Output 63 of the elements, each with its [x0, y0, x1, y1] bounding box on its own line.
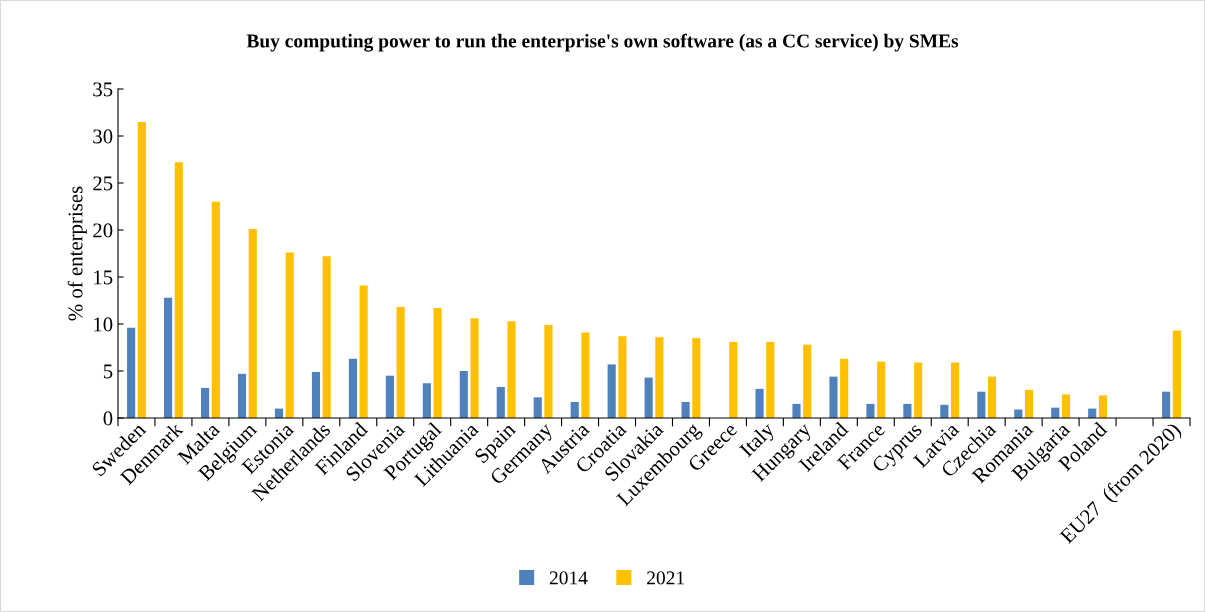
- bar: [164, 297, 173, 418]
- bar: [359, 285, 368, 418]
- bar: [322, 256, 331, 418]
- bar: [977, 391, 986, 418]
- bar: [987, 376, 997, 418]
- bar: [348, 358, 357, 418]
- bar: [211, 201, 220, 418]
- bar: [940, 404, 949, 418]
- bar: [470, 318, 479, 418]
- bar: [459, 371, 468, 418]
- bar: [127, 327, 136, 418]
- bar: [1172, 330, 1181, 418]
- bar: [174, 162, 183, 418]
- bar: [496, 386, 505, 418]
- bar: [200, 387, 210, 418]
- bar: [951, 362, 960, 418]
- legend-label: 2021: [647, 571, 684, 585]
- bar: [422, 383, 431, 418]
- bar: [570, 402, 579, 418]
- bar: [755, 388, 764, 418]
- y-tick-label: 15: [94, 270, 113, 285]
- bar: [792, 403, 801, 418]
- bar: [311, 371, 321, 418]
- bar: [766, 341, 775, 418]
- bar: [877, 361, 886, 418]
- y-tick-label: 35: [93, 82, 113, 97]
- bar: [692, 338, 701, 418]
- bar: [829, 376, 838, 418]
- bar: [1098, 395, 1108, 418]
- bar: [1162, 391, 1171, 418]
- y-axis-title: % of enterprises: [67, 186, 87, 321]
- bar: [507, 321, 516, 418]
- bar: [866, 403, 875, 418]
- bar: [681, 402, 690, 418]
- y-tick-label: 5: [103, 364, 113, 379]
- bar: [396, 307, 405, 418]
- bar: [433, 308, 442, 418]
- bar: [248, 229, 257, 418]
- bar: [533, 397, 542, 418]
- bar: [607, 364, 616, 418]
- bar: [1061, 394, 1071, 418]
- bar: [618, 336, 627, 418]
- legend-label: 2014: [549, 571, 588, 585]
- bar: [1024, 389, 1034, 418]
- bar: [237, 373, 247, 418]
- y-tick-label: 10: [94, 317, 113, 332]
- bar: [285, 252, 294, 418]
- bar: [137, 121, 146, 418]
- y-tick-label: 30: [93, 129, 113, 144]
- y-tick-label: 20: [93, 223, 113, 238]
- y-tick-label: 0: [103, 411, 113, 426]
- bar: [385, 375, 394, 418]
- bar: [655, 337, 664, 418]
- bar: [840, 358, 849, 418]
- y-tick-label: 25: [93, 176, 113, 191]
- chart-title: Buy computing power to run the enterprise's own software (as a CC service) by SMEs: [246, 33, 959, 52]
- bar: [544, 324, 553, 418]
- bar: [903, 403, 912, 418]
- bar: [729, 341, 738, 418]
- bar: [644, 377, 653, 418]
- bar: [914, 362, 923, 418]
- bar: [581, 332, 590, 418]
- bar: [803, 344, 812, 418]
